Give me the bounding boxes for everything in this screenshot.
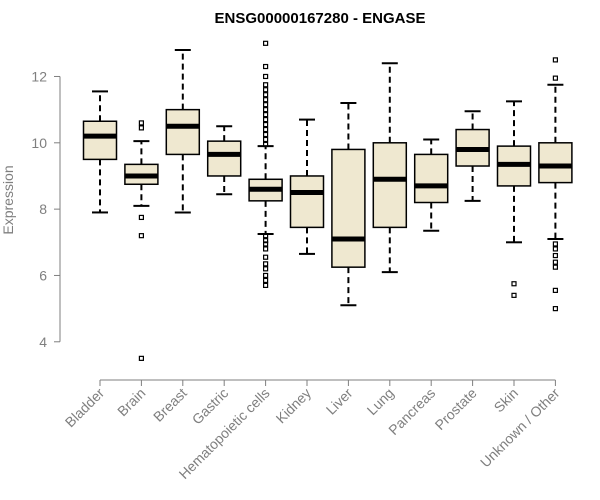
- x-tick-label: Kidney: [273, 385, 315, 427]
- iqr-box: [206, 140, 242, 177]
- outlier-point: [263, 246, 269, 252]
- outlier-point: [263, 131, 269, 138]
- y-tick-label: 6: [39, 267, 47, 283]
- outlier-point: [263, 112, 269, 118]
- x-tick-label: Bladder: [62, 385, 108, 431]
- x-tick-label: Liver: [323, 385, 356, 418]
- y-tick-label: 12: [31, 68, 47, 84]
- outlier-point: [138, 355, 144, 361]
- outlier-point: [552, 241, 559, 247]
- outlier-point: [263, 126, 269, 133]
- outlier-point: [138, 125, 144, 131]
- box-hematopoietic-cells: [248, 40, 283, 289]
- y-tick-label: 10: [31, 135, 47, 151]
- outlier-point: [263, 141, 269, 148]
- x-tick-label: Lung: [364, 385, 397, 418]
- outlier-point: [263, 136, 269, 143]
- outlier-point: [263, 272, 269, 279]
- outlier-point: [552, 287, 559, 293]
- box-gastric: [206, 125, 242, 196]
- outlier-point: [263, 92, 269, 98]
- outlier-point: [552, 264, 559, 270]
- outlier-point: [138, 120, 144, 126]
- outlier-point: [552, 259, 559, 265]
- outlier-point: [552, 246, 559, 252]
- outlier-point: [263, 102, 269, 108]
- outlier-point: [552, 252, 559, 259]
- outlier-point: [263, 261, 269, 267]
- box-prostate: [455, 110, 490, 202]
- box-skin: [496, 100, 532, 298]
- x-tick-label: Skin: [491, 385, 522, 416]
- outlier-point: [263, 241, 269, 247]
- iqr-box: [289, 175, 325, 229]
- box-kidney: [289, 118, 325, 255]
- outlier-point: [263, 107, 269, 113]
- box-bladder: [82, 90, 118, 214]
- x-tick-label: Breast: [150, 385, 190, 425]
- outlier-point: [552, 306, 559, 312]
- outlier-point: [263, 116, 269, 123]
- boxes-layer: [82, 40, 573, 361]
- box-pancreas: [413, 138, 449, 232]
- y-axis-label: Expression: [0, 165, 16, 234]
- box-breast: [165, 48, 201, 214]
- iqr-box: [372, 142, 408, 229]
- outlier-point: [552, 75, 559, 81]
- outlier-point: [263, 238, 269, 244]
- x-tick-label: Unknown / Other: [477, 385, 563, 471]
- outlier-point: [263, 277, 269, 284]
- box-brain: [124, 120, 159, 361]
- outlier-point: [263, 97, 269, 103]
- outlier-point: [263, 121, 269, 128]
- iqr-box: [331, 148, 366, 268]
- iqr-box: [413, 153, 449, 204]
- iqr-box: [538, 142, 573, 184]
- y-axis: 4 6 8 10 12: [31, 68, 61, 350]
- iqr-box: [165, 108, 201, 156]
- outlier-point: [138, 214, 144, 221]
- box-lung: [372, 62, 408, 274]
- outlier-point: [552, 57, 559, 63]
- y-tick-label: 8: [39, 201, 47, 217]
- x-tick-label: Prostate: [432, 385, 480, 433]
- outlier-point: [263, 282, 269, 289]
- outlier-point: [263, 266, 269, 272]
- y-tick-label: 4: [39, 334, 47, 350]
- outlier-point: [263, 82, 269, 88]
- outlier-point: [511, 292, 517, 298]
- outlier-point: [263, 73, 269, 80]
- outlier-point: [263, 233, 269, 239]
- outlier-point: [138, 233, 144, 239]
- x-tick-label: Brain: [114, 385, 148, 419]
- outlier-point: [511, 281, 517, 287]
- iqr-box: [82, 120, 118, 161]
- outlier-point: [263, 40, 269, 46]
- box-unknown-other: [538, 57, 573, 312]
- outlier-point: [263, 63, 269, 70]
- outlier-point: [263, 254, 269, 260]
- chart-title: ENSG00000167280 - ENGASE: [215, 10, 426, 27]
- outlier-point: [263, 87, 269, 93]
- box-liver: [331, 102, 366, 307]
